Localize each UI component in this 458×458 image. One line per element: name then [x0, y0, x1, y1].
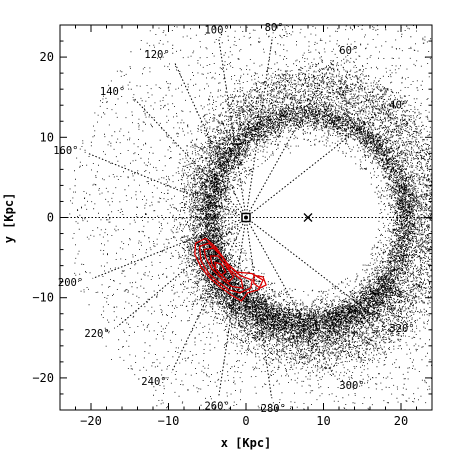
y-tick-label: 0 — [47, 211, 54, 225]
angle-label-160: 160° — [53, 145, 78, 157]
y-tick-label: −20 — [32, 371, 54, 385]
contour-3 — [209, 255, 235, 283]
angle-label-300: 300° — [339, 380, 364, 392]
sightline-60 — [245, 58, 335, 218]
angle-label-280: 280° — [261, 403, 286, 415]
sightline-280 — [245, 217, 273, 399]
cross-marker — [303, 213, 313, 222]
axis-ticks — [59, 24, 433, 411]
x-tick-label: −10 — [158, 414, 180, 428]
sightline-300 — [245, 217, 335, 377]
sightline-320 — [245, 217, 382, 323]
sightline-140 — [132, 96, 247, 218]
angle-label-40: 40° — [389, 99, 408, 111]
sightline-220 — [117, 217, 247, 327]
x-tick-label: 20 — [394, 414, 408, 428]
y-tick-label: 10 — [40, 130, 54, 144]
y-tick-label: 20 — [40, 50, 54, 64]
x-axis-title: x [Kpc] — [221, 436, 272, 450]
angle-label-260: 260° — [204, 400, 229, 412]
y-tick-label: −10 — [32, 291, 54, 305]
angle-labels: 40° 60° 80° 100° 120° 140° 160° 200° 220° 240° 260… — [53, 22, 414, 415]
x-tick-label: −20 — [80, 414, 102, 428]
y-axis-title: y [Kpc] — [2, 193, 16, 244]
sightline-40 — [245, 110, 382, 218]
angle-label-100: 100° — [204, 25, 229, 37]
sightline-120 — [174, 62, 247, 218]
contour-1 — [198, 242, 253, 294]
sightline-80 — [245, 36, 273, 218]
contour-2 — [203, 247, 244, 289]
sightline-200 — [92, 217, 247, 279]
angle-label-80: 80° — [265, 22, 284, 34]
angle-label-140: 140° — [100, 86, 125, 98]
angle-label-240: 240° — [141, 376, 166, 388]
red-contours — [194, 237, 267, 302]
contour-5 — [253, 274, 267, 289]
angle-label-200: 200° — [58, 277, 83, 289]
scatter-points — [69, 25, 432, 410]
markers — [241, 212, 313, 223]
x-tick-label: 10 — [316, 414, 330, 428]
angle-label-220: 220° — [84, 328, 109, 340]
sightline-160 — [87, 152, 247, 218]
contour-4 — [214, 261, 227, 277]
observer-dot — [244, 215, 248, 220]
particle-scatter — [69, 25, 432, 410]
angle-label-120: 120° — [144, 49, 169, 61]
axis-tick-labels: −20 −10 0 10 20 −20 −10 0 10 20 — [32, 50, 408, 428]
x-tick-label: 0 — [242, 414, 249, 428]
sightline-240 — [171, 217, 247, 373]
angle-label-60: 60° — [339, 45, 358, 57]
angle-label-320: 320° — [389, 323, 414, 335]
